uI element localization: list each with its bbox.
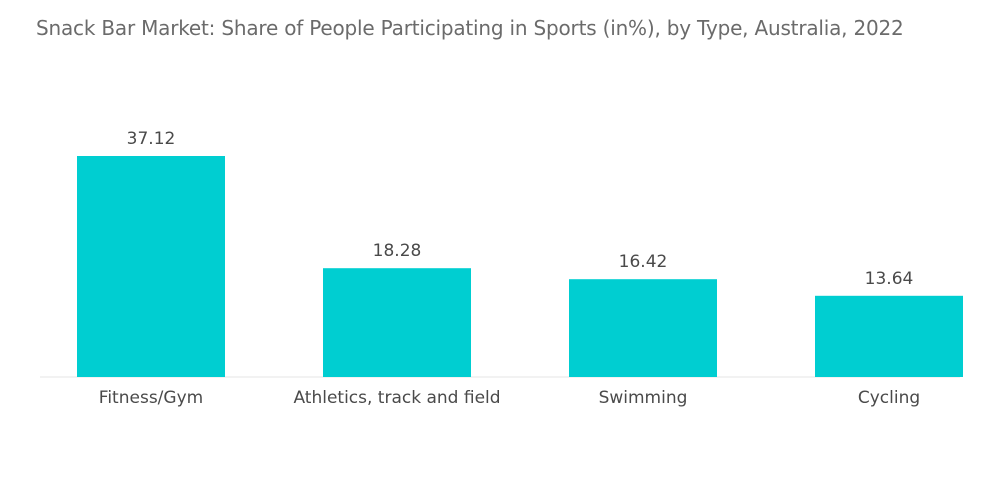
chart-title: Snack Bar Market: Share of People Partic… — [36, 16, 904, 40]
category-label-cycling: Cycling — [858, 388, 920, 408]
bar-fitness-gym — [77, 156, 225, 377]
value-label-athletics-track-and-field: 18.28 — [373, 241, 422, 261]
value-label-cycling: 13.64 — [865, 269, 914, 289]
value-label-swimming: 16.42 — [619, 252, 668, 272]
value-label-fitness-gym: 37.12 — [127, 129, 176, 149]
category-label-athletics-track-and-field: Athletics, track and field — [293, 388, 500, 408]
bar-cycling — [815, 295, 963, 377]
bar-athletics-track-and-field — [323, 268, 471, 377]
category-label-swimming: Swimming — [599, 388, 688, 408]
bar-swimming — [569, 279, 717, 377]
category-label-fitness-gym: Fitness/Gym — [99, 388, 203, 408]
